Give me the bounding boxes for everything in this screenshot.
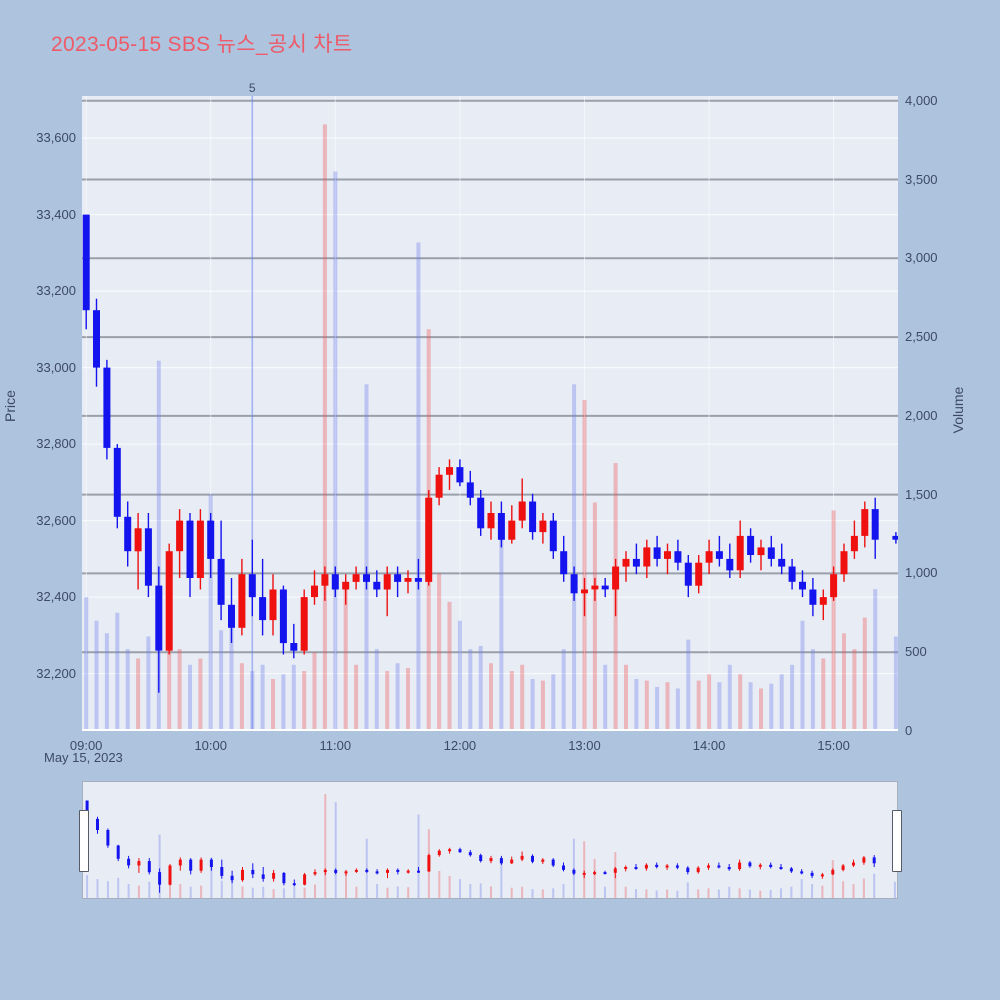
price-tick-label: 33,400: [36, 206, 76, 222]
candlestick-plot-area[interactable]: [82, 96, 898, 731]
volume-tick-label: 0: [905, 723, 913, 738]
news-annotation-label: 5: [248, 81, 256, 95]
price-tick-label: 33,600: [36, 130, 76, 146]
volume-tick-label: 3,500: [905, 171, 938, 187]
volume-axis-title: Volume: [950, 386, 966, 434]
rangeslider-track[interactable]: [82, 781, 898, 899]
volume-tick-label: 2,500: [905, 329, 938, 345]
time-tick-label: 10:00: [194, 738, 227, 753]
rangeslider-mini-chart[interactable]: [83, 782, 897, 898]
time-tick-label: 11:00: [319, 738, 352, 753]
price-tick-label: 32,800: [36, 436, 76, 452]
main-price-volume-chart[interactable]: [82, 96, 898, 731]
time-tick-label: 09:00: [69, 738, 103, 753]
price-tick-label: 33,000: [36, 359, 76, 375]
chart-title: 2023-05-15 SBS 뉴스_공시 차트: [51, 33, 353, 56]
volume-tick-label: 4,000: [905, 92, 938, 108]
x-axis-date-label: May 15, 2023: [44, 750, 123, 765]
rangeslider-left-handle[interactable]: [79, 810, 89, 872]
price-tick-label: 32,600: [36, 512, 76, 528]
price-axis-title: Price: [2, 390, 18, 422]
volume-tick-label: 1,500: [905, 486, 938, 502]
volume-tick-label: 2,000: [905, 407, 938, 423]
price-tick-label: 32,400: [36, 589, 76, 605]
volume-tick-label: 3,000: [905, 250, 938, 266]
price-tick-label: 32,200: [36, 665, 76, 681]
time-tick-label: 13:00: [568, 738, 601, 753]
volume-tick-label: 1,000: [905, 565, 938, 581]
rangeslider-right-handle[interactable]: [892, 810, 902, 872]
time-tick-label: 12:00: [443, 738, 477, 753]
price-tick-label: 33,200: [36, 283, 76, 299]
time-tick-label: 15:00: [817, 738, 850, 753]
time-tick-label: 14:00: [692, 738, 726, 753]
volume-tick-label: 500: [905, 644, 927, 660]
